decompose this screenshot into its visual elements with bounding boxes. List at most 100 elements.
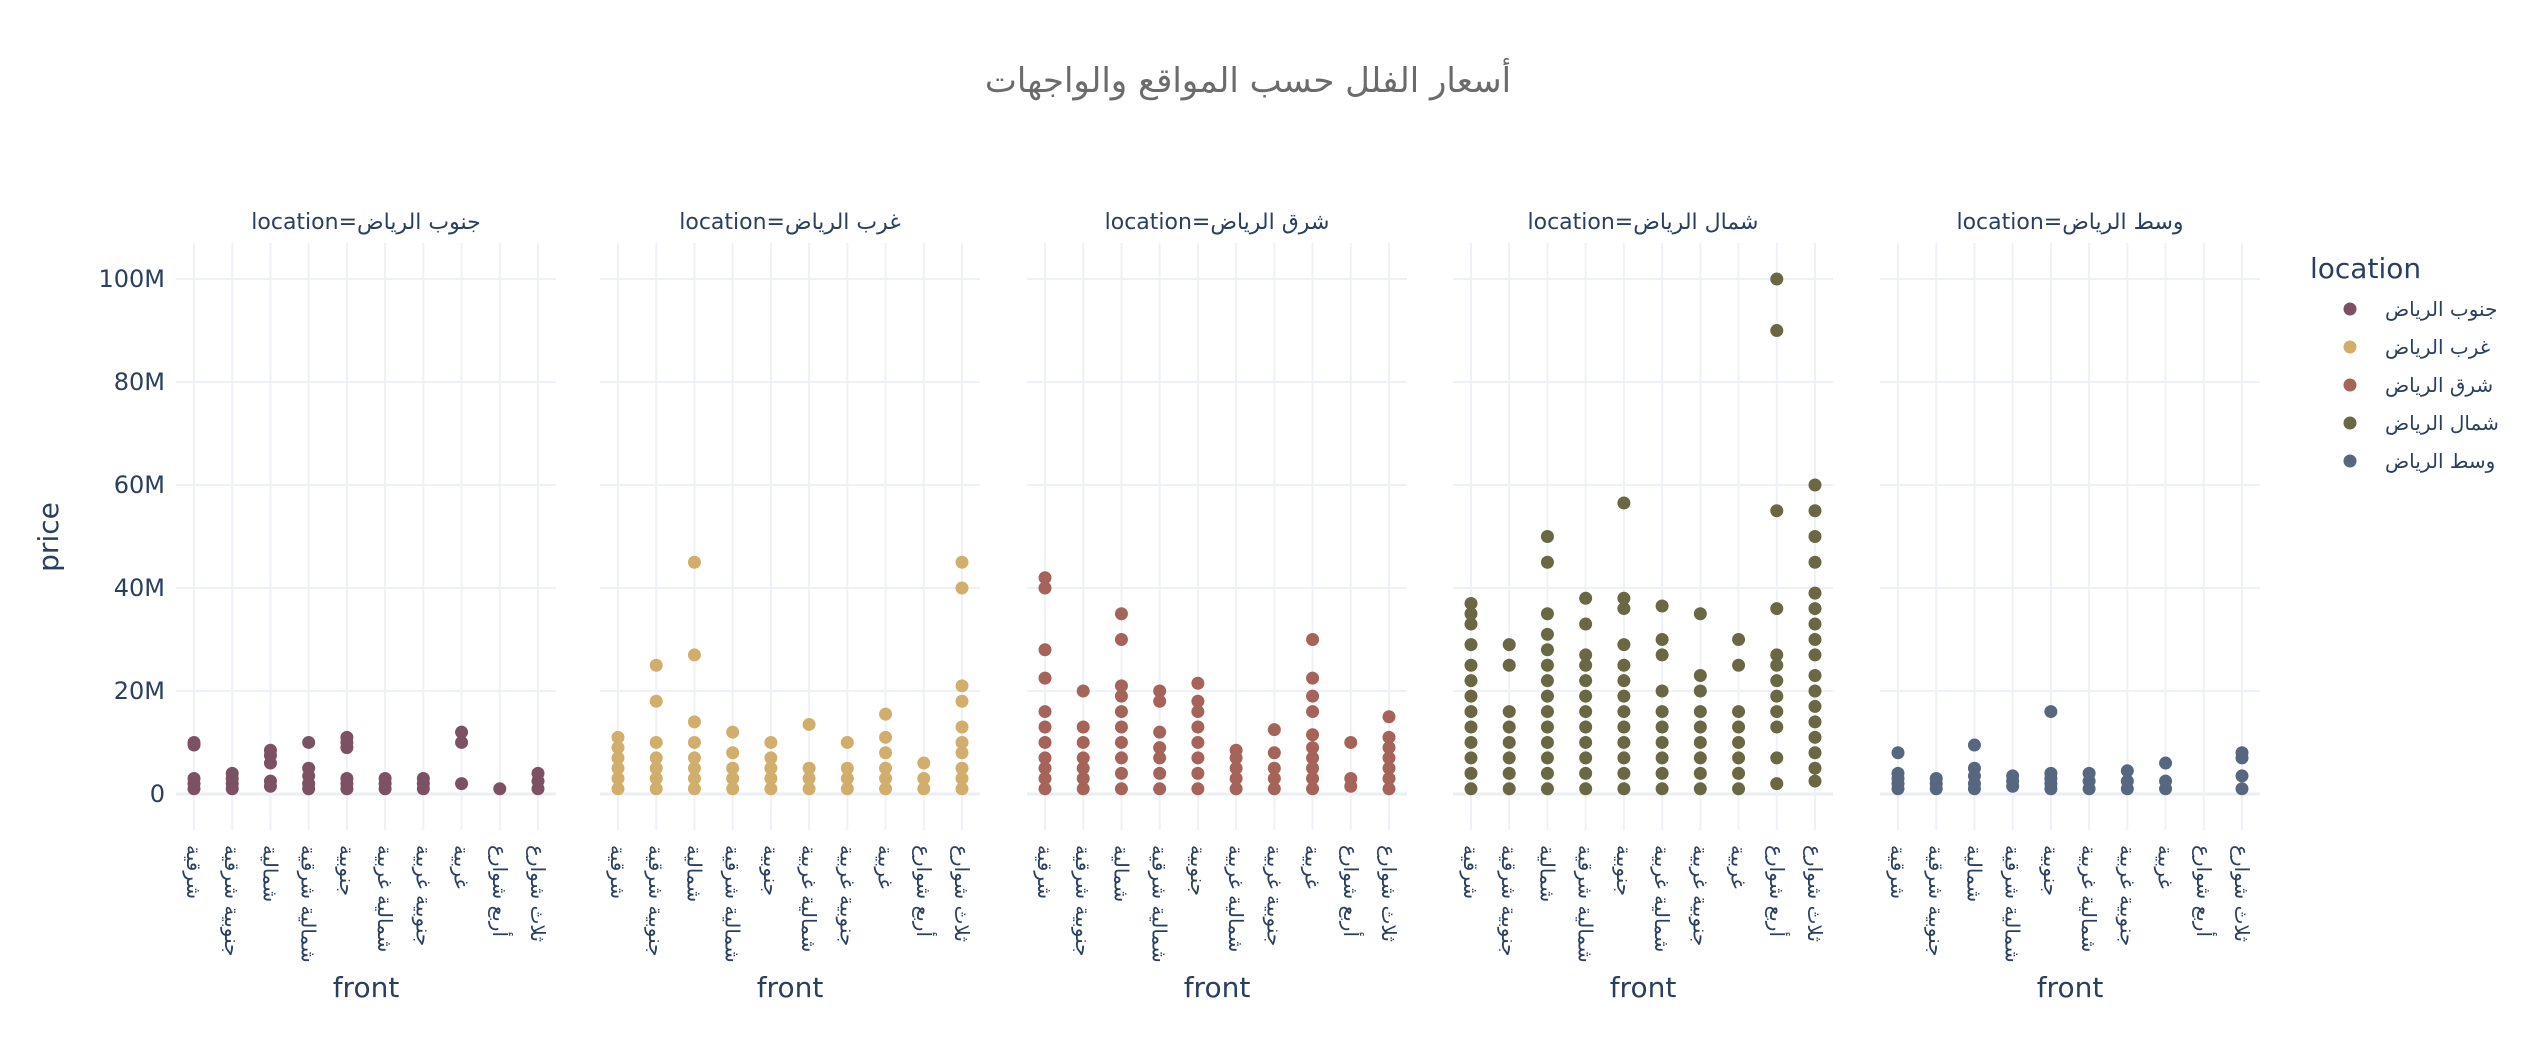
data-point <box>1464 782 1478 796</box>
data-point <box>1464 735 1478 749</box>
data-point <box>1229 761 1243 775</box>
data-point <box>1464 617 1478 631</box>
y-tick-label: 0 <box>150 780 165 808</box>
data-point <box>2044 766 2058 780</box>
data-point <box>1808 715 1822 729</box>
data-point <box>2235 746 2249 760</box>
data-point <box>1770 324 1784 338</box>
data-point <box>1579 617 1593 631</box>
data-point <box>687 715 701 729</box>
data-point <box>1306 741 1320 755</box>
data-point <box>1502 766 1516 780</box>
data-point <box>493 782 507 796</box>
data-point <box>416 772 430 786</box>
data-point <box>1617 735 1631 749</box>
data-point <box>1655 766 1669 780</box>
x-tick-label: شرقية <box>1033 845 1057 899</box>
data-point <box>225 766 239 780</box>
data-point <box>764 761 778 775</box>
data-point <box>687 782 701 796</box>
data-point <box>1808 632 1822 646</box>
legend-marker <box>2343 302 2357 316</box>
data-point <box>802 761 816 775</box>
data-point <box>1770 272 1784 286</box>
data-point <box>1344 772 1358 786</box>
data-point <box>1967 738 1981 752</box>
data-point <box>1579 720 1593 734</box>
data-point <box>2235 769 2249 783</box>
x-tick-label: شرقية <box>1886 845 1910 899</box>
data-point <box>1808 504 1822 518</box>
data-point <box>1502 658 1516 672</box>
x-tick-label: ثلاث شوارع <box>1377 845 1401 942</box>
data-point <box>1191 766 1205 780</box>
data-point <box>2159 756 2173 770</box>
data-point <box>1693 735 1707 749</box>
data-point <box>1076 751 1090 765</box>
data-point <box>917 772 931 786</box>
legend-marker <box>2343 378 2357 392</box>
chart-title: أسعار الفلل حسب المواقع والواجهات <box>985 58 1511 101</box>
x-axis-label: front <box>2037 971 2104 1004</box>
data-point <box>1382 782 1396 796</box>
data-point <box>1114 782 1128 796</box>
data-point <box>611 741 625 755</box>
data-point <box>879 746 893 760</box>
data-point <box>1382 730 1396 744</box>
data-point <box>1579 689 1593 703</box>
data-point <box>1732 735 1746 749</box>
data-point <box>1382 741 1396 755</box>
data-point <box>840 782 854 796</box>
data-point <box>1306 772 1320 786</box>
x-tick-label: أربع شوارع <box>912 845 937 937</box>
data-point <box>955 581 969 595</box>
data-point <box>1038 782 1052 796</box>
x-axis-label: front <box>333 971 400 1004</box>
data-point <box>802 772 816 786</box>
x-tick-label: شمالية غربية <box>1224 845 1248 952</box>
data-point <box>687 772 701 786</box>
y-tick-label: 80M <box>114 368 165 396</box>
data-point <box>1808 617 1822 631</box>
facet-title: location=جنوب الرياض <box>251 210 480 235</box>
data-point <box>1114 689 1128 703</box>
data-point <box>687 761 701 775</box>
data-point <box>1655 705 1669 719</box>
x-tick-label: جنوبية غربية <box>1688 845 1712 946</box>
data-point <box>302 761 316 775</box>
data-point <box>879 761 893 775</box>
data-point <box>1464 751 1478 765</box>
x-tick-label: شمالية شرقية <box>1148 845 1172 963</box>
data-point <box>1693 766 1707 780</box>
x-axis-label: front <box>757 971 824 1004</box>
data-point <box>1655 782 1669 796</box>
data-point <box>1540 782 1554 796</box>
data-point <box>1655 648 1669 662</box>
data-point <box>802 717 816 731</box>
data-point <box>1693 782 1707 796</box>
data-point <box>378 772 392 786</box>
x-axis-label: front <box>1184 971 1251 1004</box>
data-point <box>1770 751 1784 765</box>
data-point <box>1808 586 1822 600</box>
data-point <box>649 658 663 672</box>
data-point <box>1114 720 1128 734</box>
data-point <box>955 761 969 775</box>
x-tick-label: شمالية شرقية <box>1574 845 1598 963</box>
data-point <box>1038 705 1052 719</box>
data-point <box>1808 684 1822 698</box>
y-tick-label: 100M <box>98 265 165 293</box>
data-point <box>1655 720 1669 734</box>
data-point <box>955 555 969 569</box>
data-point <box>649 782 663 796</box>
data-point <box>802 782 816 796</box>
data-point <box>1038 735 1052 749</box>
data-point <box>1153 766 1167 780</box>
legend-label: وسط الرياض <box>2385 449 2495 473</box>
data-point <box>1929 772 1943 786</box>
x-tick-label: ثلاث شوارع <box>2230 845 2254 942</box>
data-point <box>1153 782 1167 796</box>
data-point <box>1540 766 1554 780</box>
data-point <box>1693 669 1707 683</box>
facet-panel: location=جنوب الرياض شرقية جنوبية شرقية شما… <box>176 210 556 1004</box>
